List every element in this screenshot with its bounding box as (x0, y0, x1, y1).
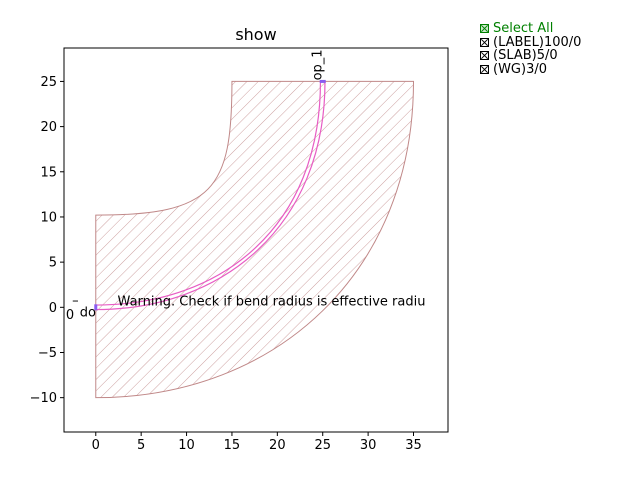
x-tick-label: 35 (405, 438, 422, 453)
legend-item-label: (LABEL)100/0 (493, 34, 582, 50)
layer-legend: Select All (LABEL)100/0 (SLAB)5/0 (WG)3/… (480, 22, 581, 76)
x-tick-label: 10 (178, 438, 195, 453)
legend-item-label: (SLAB)5/0 (493, 48, 558, 63)
y-tick-label: 0 (49, 301, 57, 316)
y-tick-label: −5 (38, 346, 57, 361)
x-tick-label: 30 (360, 438, 377, 453)
x-tick-label: 15 (224, 438, 241, 453)
y-tick-label: −10 (30, 391, 57, 406)
chart-title: show (235, 25, 276, 44)
x-tick-label: 5 (137, 438, 145, 453)
annotation-text: – (72, 294, 79, 309)
checkbox-icon[interactable] (480, 37, 489, 47)
x-tick-label: 20 (269, 438, 286, 453)
legend-item-label: (WG)3/0 (493, 61, 547, 77)
y-tick-label: 15 (40, 165, 57, 180)
y-tick-label: 5 (49, 256, 57, 271)
y-tick-label: 20 (40, 120, 57, 135)
y-tick-label: 10 (40, 210, 57, 225)
x-tick-label: 25 (314, 438, 331, 453)
checkbox-icon[interactable] (480, 24, 489, 34)
legend-item-label-layer[interactable]: (LABEL)100/0 (480, 34, 582, 50)
x-tick-label: 0 (92, 438, 100, 453)
checkbox-icon[interactable] (480, 64, 489, 74)
axes-frame (63, 47, 449, 433)
port-label: op_1 (311, 49, 326, 80)
legend-select-all[interactable]: Select All (480, 22, 581, 36)
y-tick-label: 25 (40, 75, 57, 90)
port-label: do (80, 305, 96, 320)
checkbox-icon[interactable] (480, 51, 489, 61)
annotation-text: 0 (66, 308, 74, 323)
waveguide-edge (95, 81, 326, 311)
annotation-text: Warning. Check if bend radius is effecti… (118, 295, 426, 310)
waveguide-edge (95, 81, 322, 306)
legend-select-all-label: Select All (493, 21, 554, 36)
legend-item-wg-layer[interactable]: (WG)3/0 (480, 61, 581, 77)
legend-item-slab-layer[interactable]: (SLAB)5/0 (480, 49, 581, 63)
slab-shape (95, 80, 415, 399)
